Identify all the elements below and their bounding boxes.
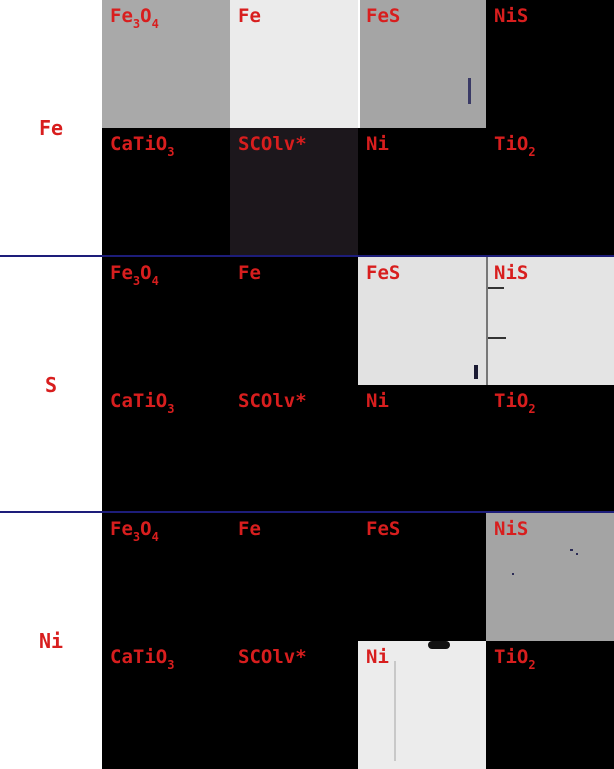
section-label: S: [0, 257, 102, 513]
phase-label: Fe: [238, 5, 261, 27]
section-fe: Fe Fe3O4 Fe FeS NiS CaTiO3 SCOlv* Ni TiO…: [0, 0, 614, 256]
speck: [358, 0, 360, 128]
phase-label: SCOlv*: [238, 646, 307, 668]
speck: [486, 337, 506, 339]
phase-label: CaTiO3: [110, 133, 175, 159]
phase-tile: Ni: [358, 128, 486, 256]
speck: [486, 257, 488, 385]
phase-tile: FeS: [358, 257, 486, 385]
phase-tile: TiO2: [486, 128, 614, 256]
phase-tile: NiS: [486, 0, 614, 128]
phase-label: TiO2: [494, 390, 536, 416]
speck: [474, 365, 478, 379]
section-s: S Fe3O4 Fe FeS NiS CaTiO3 SCOlv* Ni TiO2: [0, 257, 614, 513]
phase-label: FeS: [366, 262, 401, 284]
section-label: Fe: [0, 0, 102, 256]
phase-tile: CaTiO3: [102, 385, 230, 513]
phase-label: Ni: [366, 646, 389, 668]
phase-label: Fe3O4: [110, 518, 159, 544]
phase-tile: Fe3O4: [102, 257, 230, 385]
phase-label: Fe: [238, 262, 261, 284]
speck: [468, 78, 471, 104]
speck: [570, 549, 573, 551]
speck: [428, 641, 450, 649]
phase-label: NiS: [494, 518, 529, 540]
phase-label: TiO2: [494, 646, 536, 672]
section-ni: Ni Fe3O4 Fe FeS NiS CaTiO3 SCOlv* Ni TiO…: [0, 513, 614, 769]
phase-label: SCOlv*: [238, 133, 307, 155]
section-label: Ni: [0, 513, 102, 768]
phase-label: SCOlv*: [238, 390, 307, 412]
section-divider: [0, 255, 614, 257]
section-divider: [0, 511, 614, 513]
phase-label: Fe3O4: [110, 5, 159, 31]
phase-tile: Fe: [230, 257, 358, 385]
phase-tile: SCOlv*: [230, 385, 358, 513]
speck: [394, 661, 396, 761]
tile-grid: Fe3O4 Fe FeS NiS CaTiO3 SCOlv* Ni TiO2: [102, 513, 614, 769]
phase-label: Ni: [366, 133, 389, 155]
phase-tile: SCOlv*: [230, 641, 358, 769]
phase-label: FeS: [366, 5, 401, 27]
speck: [576, 553, 578, 555]
phase-tile: Ni: [358, 641, 486, 769]
phase-tile: Fe3O4: [102, 513, 230, 641]
phase-tile: Fe: [230, 0, 358, 128]
phase-label: TiO2: [494, 133, 536, 159]
phase-tile: Fe: [230, 513, 358, 641]
phase-tile: NiS: [486, 513, 614, 641]
phase-label: FeS: [366, 518, 401, 540]
phase-tile: NiS: [486, 257, 614, 385]
phase-label: NiS: [494, 5, 529, 27]
phase-tile: TiO2: [486, 641, 614, 769]
phase-label: Fe: [238, 518, 261, 540]
phase-tile: FeS: [358, 513, 486, 641]
phase-label: CaTiO3: [110, 646, 175, 672]
phase-label: Fe3O4: [110, 262, 159, 288]
phase-label: CaTiO3: [110, 390, 175, 416]
phase-tile: CaTiO3: [102, 128, 230, 256]
tile-grid: Fe3O4 Fe FeS NiS CaTiO3 SCOlv* Ni TiO2: [102, 257, 614, 513]
phase-tile: FeS: [358, 0, 486, 128]
speck: [512, 573, 514, 575]
phase-tile: CaTiO3: [102, 641, 230, 769]
speck: [486, 287, 504, 289]
phase-tile: Ni: [358, 385, 486, 513]
phase-tile: Fe3O4: [102, 0, 230, 128]
phase-tile: TiO2: [486, 385, 614, 513]
tile-grid: Fe3O4 Fe FeS NiS CaTiO3 SCOlv* Ni TiO2: [102, 0, 614, 256]
phase-label: NiS: [494, 262, 529, 284]
phase-label: Ni: [366, 390, 389, 412]
phase-tile: SCOlv*: [230, 128, 358, 256]
